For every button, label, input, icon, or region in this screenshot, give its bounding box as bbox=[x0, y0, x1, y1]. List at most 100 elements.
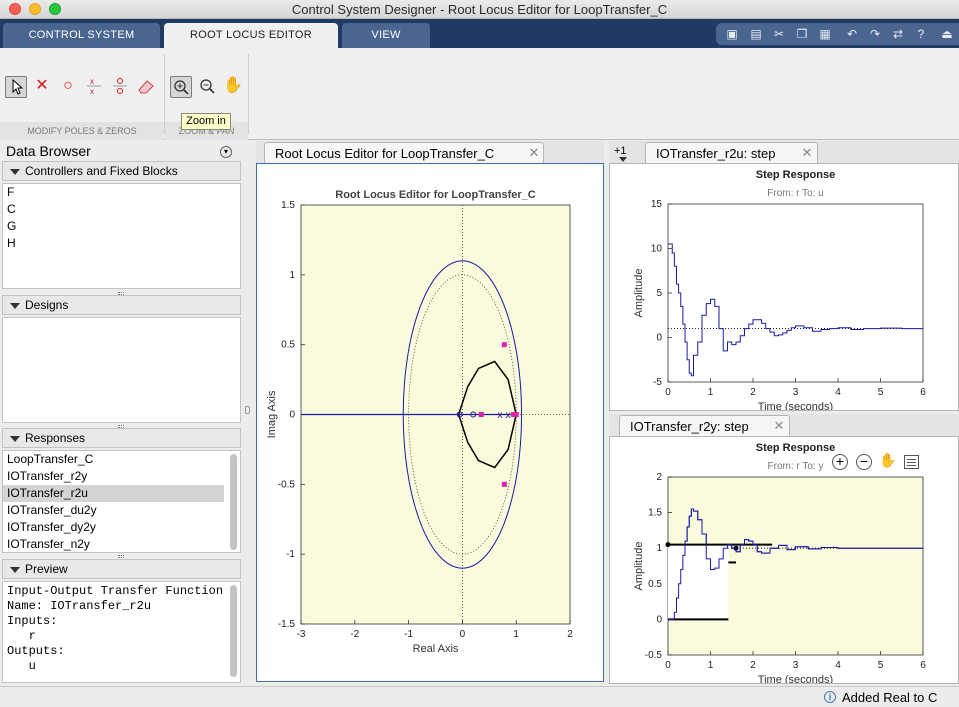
x-tick-label: 4 bbox=[835, 387, 841, 398]
eraser-icon[interactable] bbox=[135, 76, 157, 98]
y-tick-label: 1.5 bbox=[648, 508, 662, 519]
plot-area bbox=[667, 203, 924, 383]
list-item[interactable]: IOTransfer_n2y bbox=[7, 537, 90, 551]
redo-icon[interactable]: ↷ bbox=[869, 27, 881, 41]
list-item[interactable]: C bbox=[7, 202, 16, 216]
x-axis-label: Time (seconds) bbox=[758, 401, 833, 410]
window-close-button[interactable] bbox=[9, 3, 21, 15]
closed-loop-pole bbox=[513, 412, 519, 417]
new-session-icon[interactable]: ▣ bbox=[726, 27, 738, 41]
zoom-in-icon[interactable]: + bbox=[832, 454, 848, 470]
pan-hand-icon[interactable]: ✋ bbox=[223, 77, 243, 94]
collapse-toolstrip-icon[interactable]: ⏏ bbox=[941, 27, 953, 41]
x-tick-label: -2 bbox=[350, 629, 359, 640]
plot-subtitle: From: r To: y bbox=[768, 461, 824, 472]
close-tab-icon[interactable]: ✕ bbox=[528, 145, 540, 160]
copy-icon[interactable]: ❐ bbox=[796, 27, 808, 41]
preview-scrollbar[interactable] bbox=[230, 585, 237, 677]
list-item[interactable]: IOTransfer_r2y bbox=[7, 469, 88, 483]
splitter-grip[interactable] bbox=[118, 425, 124, 428]
y-tick-label: 15 bbox=[651, 199, 663, 210]
preview-section-header[interactable]: Preview bbox=[2, 559, 241, 579]
zoom-in-icon[interactable] bbox=[170, 76, 192, 98]
list-item[interactable]: H bbox=[7, 236, 16, 250]
modify-section-bar bbox=[0, 122, 164, 140]
tab-r2u-step[interactable]: IOTransfer_r2u: step ✕ bbox=[645, 142, 818, 164]
close-tab-icon[interactable]: ✕ bbox=[773, 418, 785, 433]
add-zero-icon[interactable]: ○ bbox=[63, 77, 73, 94]
zoom-out-icon[interactable] bbox=[196, 76, 218, 98]
data-browser-menu-icon[interactable]: ▾ bbox=[220, 146, 232, 158]
close-tab-icon[interactable]: ✕ bbox=[801, 145, 813, 160]
data-tips-icon[interactable] bbox=[904, 455, 919, 469]
x-tick-label: -3 bbox=[297, 629, 306, 640]
cut-icon[interactable]: ✂ bbox=[773, 27, 785, 41]
x-tick-label: 4 bbox=[835, 660, 841, 671]
root-locus-plot[interactable]: Root Locus Editor for LoopTransfer_C -3 -2… bbox=[257, 164, 603, 681]
y-tick-label: -1 bbox=[286, 549, 295, 560]
controllers-section-header[interactable]: Controllers and Fixed Blocks bbox=[2, 161, 241, 181]
splitter-grip[interactable] bbox=[118, 555, 124, 558]
x-tick-label: 6 bbox=[920, 660, 926, 671]
tab-view[interactable]: VIEW bbox=[342, 23, 430, 48]
x-tick-label: 3 bbox=[793, 660, 799, 671]
open-loop-pole: x bbox=[498, 410, 503, 421]
preview-line: Outputs: bbox=[7, 644, 65, 658]
tab-control-system[interactable]: CONTROL SYSTEM bbox=[3, 23, 160, 48]
document-count-label[interactable]: +1 bbox=[614, 145, 627, 157]
y-tick-label: 0 bbox=[289, 410, 295, 421]
sidebar-splitter-handle[interactable] bbox=[245, 406, 250, 414]
y-tick-label: 10 bbox=[651, 244, 663, 255]
open-loop-zero bbox=[456, 411, 463, 418]
pan-hand-icon[interactable]: ✋ bbox=[879, 452, 897, 468]
preview-box: Input-Output Transfer Function Name: IOTr… bbox=[2, 581, 241, 683]
zoom-out-icon[interactable]: − bbox=[856, 454, 872, 470]
add-complex-zero-icon[interactable] bbox=[109, 76, 131, 98]
controllers-header-label: Controllers and Fixed Blocks bbox=[25, 164, 178, 178]
responses-scrollbar[interactable] bbox=[230, 454, 237, 550]
open-loop-zero bbox=[470, 411, 477, 418]
switch-windows-icon[interactable]: ⇄ bbox=[892, 27, 904, 41]
designs-section-header[interactable]: Designs bbox=[2, 295, 241, 315]
responses-section-header[interactable]: Responses bbox=[2, 428, 241, 448]
y-tick-label: -0.5 bbox=[278, 479, 296, 490]
list-item[interactable]: LoopTransfer_C bbox=[7, 452, 94, 466]
list-item[interactable]: IOTransfer_du2y bbox=[7, 503, 97, 517]
tab-r2y-step[interactable]: IOTransfer_r2y: step ✕ bbox=[619, 415, 790, 437]
x-tick-label: 1 bbox=[513, 629, 519, 640]
list-item-selected[interactable]: IOTransfer_r2u bbox=[3, 485, 224, 502]
undo-icon[interactable]: ↶ bbox=[846, 27, 858, 41]
collapse-arrow-icon bbox=[10, 567, 20, 573]
splitter-grip[interactable] bbox=[118, 292, 124, 295]
select-arrow-icon[interactable] bbox=[5, 76, 27, 98]
help-icon[interactable]: ? bbox=[917, 27, 925, 41]
title-bar: Control System Designer - Root Locus Edi… bbox=[0, 0, 959, 19]
step-response-line bbox=[668, 243, 923, 377]
save-icon[interactable]: ▤ bbox=[750, 27, 762, 41]
responses-header-label: Responses bbox=[25, 431, 86, 445]
window-maximize-button[interactable] bbox=[49, 3, 61, 15]
tab-root-locus[interactable]: Root Locus Editor for LoopTransfer_C ✕ bbox=[264, 142, 544, 164]
window-minimize-button[interactable] bbox=[29, 3, 41, 15]
paste-icon[interactable]: ▦ bbox=[819, 27, 831, 41]
r2y-step-plot[interactable]: Step Response From: r To: y 0 1 2 3 4 5 6 2 1.5 1 0.… bbox=[610, 437, 958, 686]
ribbon-separator bbox=[164, 54, 165, 134]
list-item[interactable]: G bbox=[7, 219, 17, 233]
documents-dropdown-icon[interactable] bbox=[619, 157, 627, 162]
x-tick-label: 6 bbox=[920, 387, 926, 398]
x-tick-label: 2 bbox=[750, 660, 756, 671]
add-pole-icon[interactable]: ✕ bbox=[35, 77, 49, 94]
svg-text:x: x bbox=[90, 87, 94, 96]
list-item[interactable]: IOTransfer_dy2y bbox=[7, 520, 96, 534]
collapse-arrow-icon bbox=[10, 436, 20, 442]
list-item[interactable]: F bbox=[7, 185, 15, 199]
preview-line: Inputs: bbox=[7, 614, 58, 628]
tab-root-locus-editor[interactable]: ROOT LOCUS EDITOR bbox=[164, 23, 338, 48]
quick-access-toolbar: ▣ ▤ ✂ ❐ ▦ ↶ ↷ ⇄ ? ⏏ bbox=[716, 23, 959, 45]
data-browser-title: Data Browser bbox=[6, 143, 91, 159]
x-tick-label: 5 bbox=[878, 660, 884, 671]
preview-header-label: Preview bbox=[25, 562, 68, 576]
